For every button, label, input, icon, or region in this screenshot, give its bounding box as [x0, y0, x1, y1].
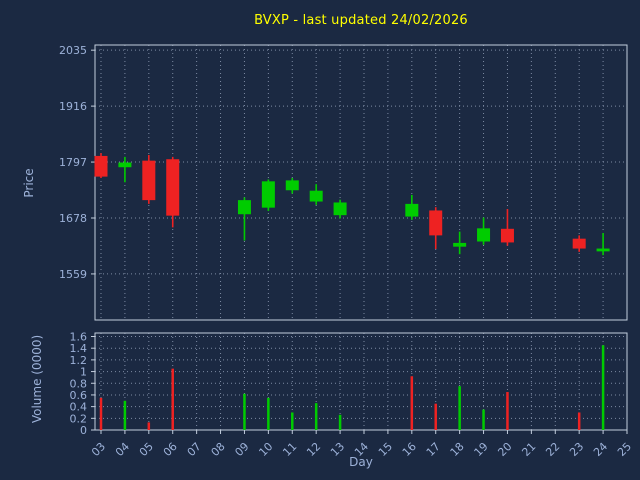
candle-body: [405, 203, 419, 217]
day-tick-label: 03: [89, 440, 108, 459]
candle-body: [477, 228, 491, 242]
day-tick-label: 17: [424, 440, 443, 459]
day-tick-label: 05: [137, 440, 156, 459]
day-tick-label: 08: [209, 440, 228, 459]
volume-tick-label: 1.4: [70, 342, 88, 355]
volume-tick-label: 0.6: [70, 389, 88, 402]
volume-tick-label: 1: [80, 366, 87, 379]
volume-bar: [243, 393, 246, 430]
day-tick-label: 19: [472, 440, 491, 459]
volume-tick-label: 0.2: [70, 412, 88, 425]
chart-title: BVXP - last updated 24/02/2026: [254, 13, 468, 28]
day-tick-label: 20: [495, 440, 514, 459]
candle-body: [118, 162, 132, 168]
volume-bar: [577, 412, 581, 430]
day-tick-label: 11: [280, 440, 299, 459]
day-tick-label: 13: [328, 440, 347, 459]
volume-tick-label: 1.2: [70, 354, 88, 367]
volume-bar: [314, 403, 318, 430]
day-tick-label: 10: [256, 440, 275, 459]
day-tick-label: 22: [543, 440, 562, 459]
volume-bar: [434, 403, 437, 430]
day-tick-label: 12: [304, 440, 323, 459]
day-tick-label: 06: [161, 440, 180, 459]
volume-tick-label: 0: [80, 424, 87, 437]
volume-bar: [506, 392, 509, 430]
candle-body: [429, 210, 443, 236]
price-tick-label: 2035: [59, 44, 87, 57]
candle-body: [285, 180, 299, 191]
volume-bar: [99, 397, 103, 430]
volume-bar: [482, 409, 485, 430]
candle-body: [261, 181, 275, 208]
day-tick-label: 09: [232, 440, 251, 459]
candle-body: [453, 242, 467, 247]
volume-bar: [291, 412, 294, 430]
day-tick-label: 21: [519, 440, 538, 459]
day-tick-label: 04: [113, 440, 132, 459]
day-tick-label: 16: [400, 440, 419, 459]
axes-frame: [94, 332, 628, 431]
day-tick-label: 23: [567, 440, 586, 459]
axes-frame: [94, 44, 628, 321]
volume-tick-label: 1.6: [70, 331, 88, 344]
candle-body: [500, 228, 514, 243]
candle-body: [142, 160, 156, 201]
day-tick-label: 25: [615, 440, 634, 459]
day-tick-label: 24: [591, 440, 610, 459]
candle-body: [333, 202, 347, 216]
volume-bar: [338, 414, 342, 430]
volume-tick-label: 0.4: [70, 401, 88, 414]
volume-bar: [123, 400, 127, 430]
price-tick-label: 1678: [59, 212, 87, 225]
day-axis-label: Day: [349, 455, 373, 469]
volume-bar: [171, 368, 174, 430]
volume-bar: [410, 376, 414, 430]
candle-body: [94, 155, 108, 177]
candle-body: [237, 200, 251, 215]
volume-bar: [147, 422, 151, 430]
candle-body: [572, 238, 586, 249]
volume-tick-label: 0.8: [70, 377, 88, 390]
candle-body: [166, 159, 180, 216]
day-tick-label: 18: [448, 440, 467, 459]
volume-bar: [267, 397, 270, 430]
price-tick-label: 1797: [59, 156, 87, 169]
day-tick-label: 15: [376, 440, 395, 459]
candle-body: [309, 190, 323, 202]
price-tick-label: 1559: [59, 268, 87, 281]
volume-bar: [601, 345, 605, 430]
price-tick-label: 1916: [59, 100, 87, 113]
volume-bar: [458, 386, 461, 430]
day-tick-label: 07: [185, 440, 204, 459]
candle-body: [596, 248, 610, 252]
day-tick-label: 14: [352, 440, 371, 459]
